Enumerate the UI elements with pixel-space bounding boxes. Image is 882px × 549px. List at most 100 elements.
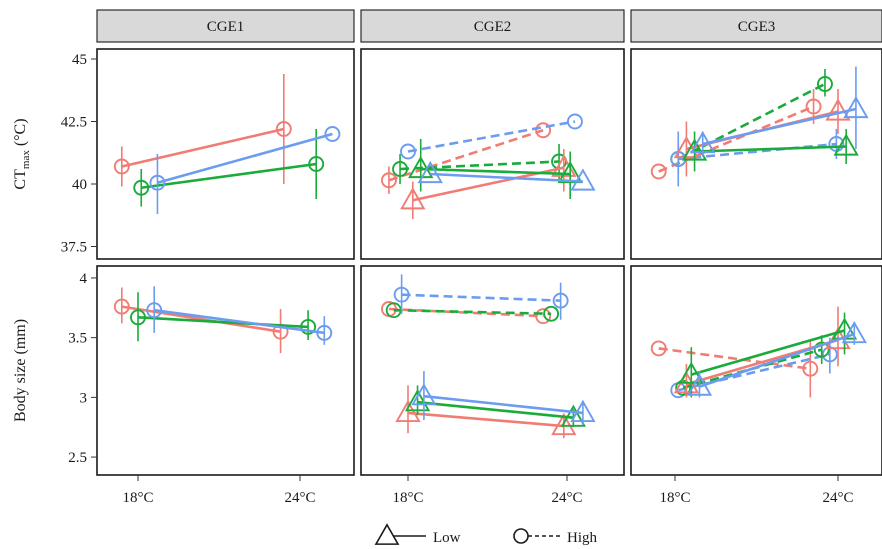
y-axis-title-ctmax: CTmax (°C) <box>12 118 32 189</box>
data-point-circle <box>316 324 333 341</box>
series-line <box>423 394 584 415</box>
panel-r0-c0 <box>96 48 355 260</box>
series-line <box>157 132 333 185</box>
data-point-triangle <box>560 404 587 427</box>
x-tick-label-c2-1: 24°C <box>822 490 853 506</box>
data-point-triangle <box>673 135 700 159</box>
data-point-circle <box>650 340 667 357</box>
series-14-blue-low <box>690 66 869 157</box>
series-line <box>399 160 560 171</box>
data-point-circle <box>392 161 408 177</box>
series-line <box>694 145 847 153</box>
data-point-circle <box>308 156 325 172</box>
series-1-green-high <box>133 129 325 207</box>
x-tick-label-c2-0: 18°C <box>659 490 690 506</box>
series-17-blue-high <box>146 286 333 345</box>
series-20-blue-high <box>393 274 569 320</box>
data-point-circle <box>275 121 292 137</box>
data-point-triangle <box>400 187 426 210</box>
data-point-circle <box>675 379 692 396</box>
facet-strip-cge1 <box>96 9 355 43</box>
series-line <box>417 400 574 419</box>
series-13-green-low <box>681 129 859 172</box>
data-point-triangle <box>843 95 869 119</box>
series-line <box>690 329 845 376</box>
series-line <box>407 120 576 153</box>
data-point-circle <box>130 309 146 326</box>
series-2-blue-high <box>149 126 341 214</box>
panel-marks-r1-c0 <box>113 286 333 354</box>
series-16-green-high <box>130 292 317 342</box>
series-line <box>121 127 285 168</box>
series-23-blue-low <box>411 371 596 425</box>
x-tick-label-c0-1: 24°C <box>284 490 315 506</box>
data-point-triangle <box>570 399 596 422</box>
facet-label-cge2: CGE2 <box>474 19 512 35</box>
data-point-circle <box>552 292 569 309</box>
legend-high-symbol <box>513 528 529 544</box>
data-point-triangle <box>417 160 443 184</box>
data-point-circle <box>113 298 130 315</box>
facet-strips: CGE1 CGE2 CGE3 <box>96 9 882 43</box>
series-line <box>154 308 325 335</box>
legend-low-symbol <box>374 523 400 545</box>
x-tick-label-c1-0: 18°C <box>392 490 423 506</box>
y-axis-title-main: CT <box>12 169 29 190</box>
series-line <box>702 107 857 146</box>
series-3-red-high <box>380 122 552 194</box>
series-8-blue-low <box>417 160 596 191</box>
data-point-triangle <box>404 389 431 412</box>
series-line <box>430 172 583 183</box>
series-line <box>420 167 571 176</box>
data-point-circle <box>817 76 833 92</box>
x-axis: 18°C 24°C 18°C 24°C 18°C 24°C <box>122 475 854 506</box>
facet-label-cge3: CGE3 <box>738 19 776 35</box>
data-point-triangle <box>411 383 437 406</box>
data-point-circle <box>805 98 822 115</box>
data-point-triangle <box>825 98 851 121</box>
data-point-circle <box>802 360 819 377</box>
panel-r1-c2 <box>630 265 882 476</box>
y-tick-label-r0-3: 45 <box>72 52 87 68</box>
y-tick-label-r1-1: 3 <box>80 390 88 406</box>
data-point-triangle <box>678 361 704 384</box>
series-line <box>137 316 309 329</box>
data-point-circle <box>380 172 397 189</box>
data-point-circle <box>149 174 166 191</box>
data-point-circle <box>400 143 416 160</box>
y-axis-title-sub: max <box>20 150 32 169</box>
series-line <box>141 162 317 190</box>
data-point-circle <box>324 126 341 142</box>
y-tick-label-r0-0: 37.5 <box>61 240 87 256</box>
y-tick-label-r0-2: 42.5 <box>61 115 87 131</box>
series-line <box>401 293 561 302</box>
data-point-circle <box>300 318 317 335</box>
data-point-triangle <box>551 154 577 177</box>
data-point-triangle <box>690 130 716 154</box>
y-axis-title-unit: (°C) <box>12 118 29 150</box>
y-tick-label-r1-3: 4 <box>80 271 88 287</box>
y-tick-label-r1-0: 2.5 <box>68 450 87 466</box>
series-line <box>393 308 552 316</box>
data-point-circle <box>535 122 552 139</box>
panel-marks-r0-c2 <box>650 66 869 187</box>
y-tick-label-r0-1: 40 <box>72 177 87 193</box>
series-0-red-high <box>113 74 292 187</box>
panel-r0-c1 <box>360 48 625 260</box>
legend-low-label: Low <box>433 530 461 546</box>
series-line <box>658 347 811 370</box>
data-point-circle <box>393 286 410 303</box>
series-line <box>677 353 831 392</box>
series-5-blue-high <box>400 113 583 160</box>
data-point-circle <box>113 158 130 175</box>
data-point-circle <box>813 341 830 358</box>
x-tick-label-c1-1: 24°C <box>551 490 582 506</box>
data-point-circle <box>133 179 150 196</box>
panel-marks-r0-c1 <box>380 113 596 219</box>
series-line <box>121 305 281 333</box>
facet-panels <box>96 48 882 476</box>
data-point-circle <box>543 305 560 322</box>
x-tick-label-c0-0: 18°C <box>122 490 153 506</box>
data-point-triangle <box>395 399 421 422</box>
